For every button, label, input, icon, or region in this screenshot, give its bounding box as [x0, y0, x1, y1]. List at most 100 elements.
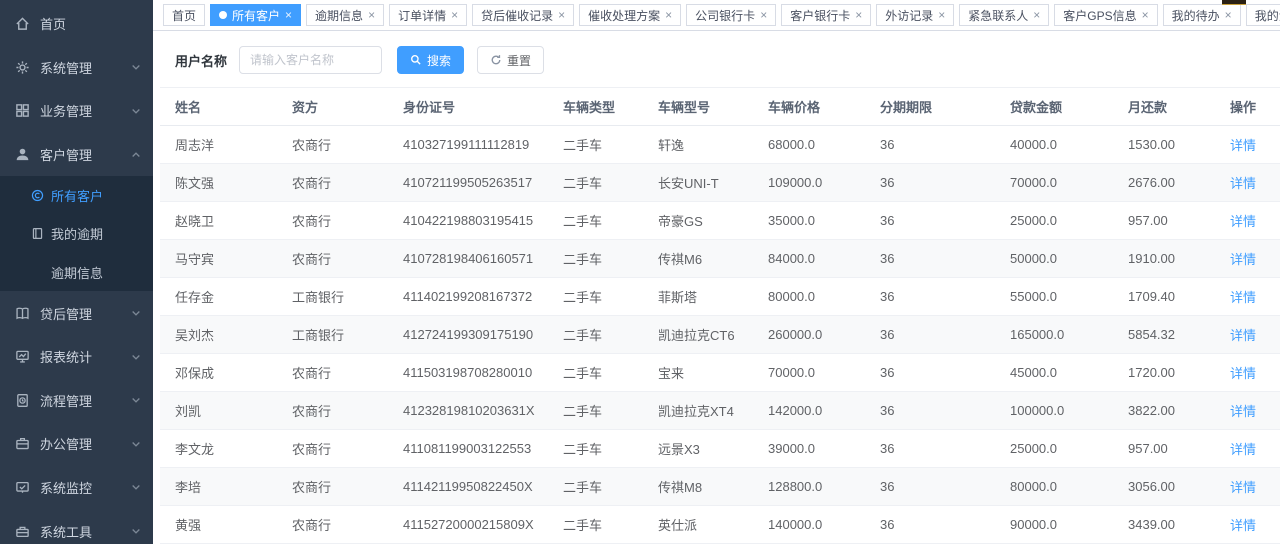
cell-monthly-payment: 3439.00: [1113, 505, 1215, 544]
sidebar-item[interactable]: 系统工具: [0, 509, 153, 544]
close-icon[interactable]: ×: [558, 8, 566, 22]
close-icon[interactable]: ×: [285, 8, 293, 22]
close-icon[interactable]: ×: [760, 8, 768, 22]
active-tab-dot: [219, 11, 228, 19]
tab[interactable]: 紧急联系人 ×: [959, 4, 1050, 26]
cell-vehicle-price: 260000.0: [753, 315, 865, 354]
column-header: 姓名: [160, 87, 277, 126]
detail-link[interactable]: 详情: [1230, 480, 1257, 495]
detail-link[interactable]: 详情: [1230, 176, 1257, 191]
tab[interactable]: 外访记录 ×: [876, 4, 955, 26]
detail-link[interactable]: 详情: [1230, 518, 1257, 533]
cell-vehicle-price: 68000.0: [753, 125, 865, 164]
detail-link[interactable]: 详情: [1230, 366, 1257, 381]
cell-monthly-payment: 3822.00: [1113, 391, 1215, 430]
cell-vehicle-price: 128800.0: [753, 467, 865, 506]
detail-link[interactable]: 详情: [1230, 328, 1257, 343]
tab[interactable]: 公司银行卡 ×: [686, 4, 777, 26]
search-button[interactable]: 搜索: [397, 46, 465, 74]
cell-id-number: 411402199208167372: [388, 277, 548, 316]
cell-loan-amount: 25000.0: [995, 201, 1113, 240]
cell-name: 李文龙: [160, 429, 277, 468]
sidebar-item[interactable]: 客户管理: [0, 133, 153, 177]
sidebar-item[interactable]: 贷后管理: [0, 291, 153, 335]
tab[interactable]: 所有客户 ×: [210, 4, 302, 26]
cell-actions: 详情: [1215, 239, 1280, 278]
tab-bar: 首页 所有客户 × 逾期信息 × 订单详情 × 贷后催收记录 × 催收处理方案 × 公司银行卡 × 客户银…: [153, 0, 1280, 31]
sidebar-subitem[interactable]: 逾期信息: [0, 253, 153, 291]
cell-vehicle-type: 二手车: [548, 353, 643, 392]
close-icon[interactable]: ×: [1033, 8, 1041, 22]
cell-vehicle-price: 35000.0: [753, 201, 865, 240]
tab[interactable]: 客户GPS信息 ×: [1054, 4, 1158, 26]
detail-link[interactable]: 详情: [1230, 404, 1257, 419]
sidebar-item[interactable]: 业务管理: [0, 89, 153, 133]
cell-id-number: 410327199111112819: [388, 125, 548, 164]
cell-actions: 详情: [1215, 125, 1280, 164]
sidebar-item[interactable]: 报表统计: [0, 335, 153, 379]
sidebar-item[interactable]: 办公管理: [0, 422, 153, 466]
cell-name: 李培: [160, 467, 277, 506]
cell-vehicle-model: 传祺M6: [643, 239, 753, 278]
close-icon[interactable]: ×: [1141, 8, 1149, 22]
tab[interactable]: 订单详情 ×: [389, 4, 468, 26]
table-row: 马守宾 农商行 410728198406160571 二手车 传祺M6 84000.0 36…: [160, 239, 1280, 278]
cell-actions: 详情: [1215, 163, 1280, 202]
table-row: 李文龙 农商行 411081199003122553 二手车 远景X3 39000.0 36…: [160, 429, 1280, 468]
cell-funder: 农商行: [277, 163, 388, 202]
cell-vehicle-type: 二手车: [548, 315, 643, 354]
cell-term: 36: [865, 429, 995, 468]
cell-term: 36: [865, 467, 995, 506]
search-form: 用户名称 搜索 重置: [153, 31, 1280, 87]
sidebar-item[interactable]: 系统管理: [0, 46, 153, 90]
close-icon[interactable]: ×: [665, 8, 673, 22]
close-icon[interactable]: ×: [368, 8, 376, 22]
customer-name-input[interactable]: [239, 46, 383, 74]
tab[interactable]: 客户银行卡 ×: [781, 4, 872, 26]
column-header: 资方: [277, 87, 388, 126]
cell-vehicle-type: 二手车: [548, 239, 643, 278]
chevron-down-icon: [131, 526, 141, 536]
toolbox-icon: [14, 523, 30, 539]
tab[interactable]: 我的流程×: [1245, 4, 1280, 26]
close-icon[interactable]: ×: [938, 8, 946, 22]
tab[interactable]: 催收处理方案 ×: [579, 4, 682, 26]
detail-link[interactable]: 详情: [1230, 290, 1257, 305]
cell-funder: 农商行: [277, 505, 388, 544]
close-icon[interactable]: ×: [451, 8, 459, 22]
chevron-down-icon: [131, 439, 141, 449]
detail-link[interactable]: 详情: [1230, 214, 1257, 229]
close-icon[interactable]: ×: [855, 8, 863, 22]
search-button-label: 搜索: [427, 53, 452, 68]
sidebar-item[interactable]: 流程管理: [0, 378, 153, 422]
tab[interactable]: 首页: [163, 4, 206, 26]
cell-id-number: 411081199003122553: [388, 429, 548, 468]
sidebar-subitem[interactable]: 我的逾期: [0, 215, 153, 253]
table-row: 周志洋 农商行 410327199111112819 二手车 轩逸 68000.0 36 40…: [160, 125, 1280, 164]
cell-vehicle-model: 凯迪拉克XT4: [643, 391, 753, 430]
cell-actions: 详情: [1215, 201, 1280, 240]
sidebar-item[interactable]: 系统监控: [0, 466, 153, 510]
cell-monthly-payment: 2676.00: [1113, 163, 1215, 202]
cell-vehicle-price: 109000.0: [753, 163, 865, 202]
detail-link[interactable]: 详情: [1230, 442, 1257, 457]
reset-button[interactable]: 重置: [477, 46, 545, 74]
cell-actions: 详情: [1215, 429, 1280, 468]
cell-name: 任存金: [160, 277, 277, 316]
detail-link[interactable]: 详情: [1230, 138, 1257, 153]
sidebar-item[interactable]: 首页: [0, 2, 153, 46]
cell-vehicle-model: 凯迪拉克CT6: [643, 315, 753, 354]
cell-vehicle-model: 英仕派: [643, 505, 753, 544]
cell-funder: 农商行: [277, 353, 388, 392]
tab[interactable]: 逾期信息 ×: [306, 4, 385, 26]
tab[interactable]: 我的待办 ×: [1162, 4, 1241, 26]
table-row: 陈文强 农商行 410721199505263517 二手车 长安UNI-T 109000…: [160, 163, 1280, 202]
cell-name: 马守宾: [160, 239, 277, 278]
cell-name: 吴刘杰: [160, 315, 277, 354]
chevron-down-icon: [131, 395, 141, 405]
cell-term: 36: [865, 201, 995, 240]
detail-link[interactable]: 详情: [1230, 252, 1257, 267]
sidebar-subitem[interactable]: 所有客户: [0, 176, 153, 214]
tab[interactable]: 贷后催收记录 ×: [472, 4, 575, 26]
close-icon[interactable]: ×: [1224, 8, 1232, 22]
